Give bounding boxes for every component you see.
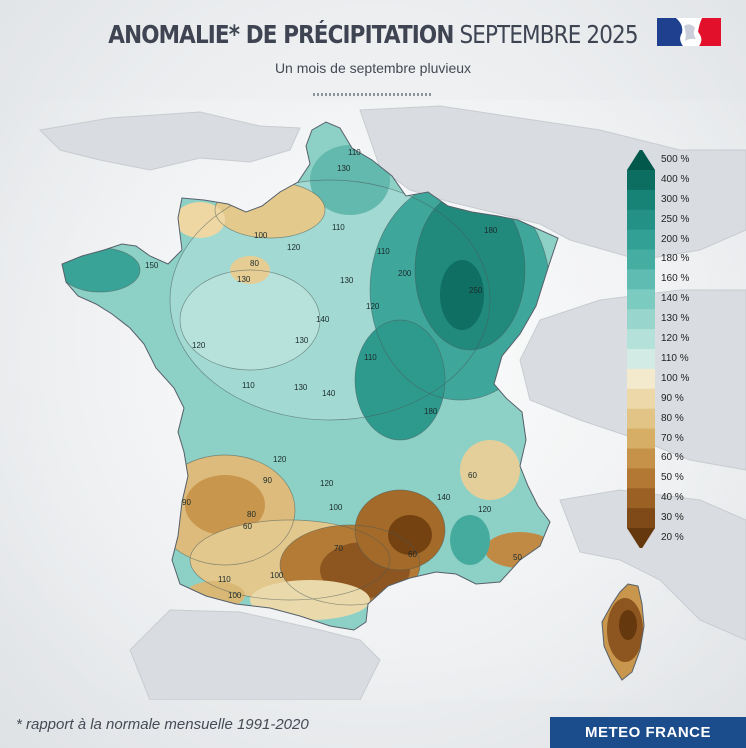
contour-label: 110 [348, 148, 361, 157]
contour-label: 110 [242, 381, 255, 390]
legend-swatch [627, 209, 655, 231]
contour-label: 130 [340, 276, 354, 285]
contour-label: 140 [316, 315, 330, 324]
legend-swatch [627, 169, 655, 191]
title-period: SEPTEMBRE 2025 [459, 20, 638, 49]
contour-label: 130 [294, 383, 308, 392]
legend-swatch [627, 249, 655, 270]
legend-label: 30 % [661, 512, 684, 524]
contour-label: 130 [295, 336, 309, 345]
contour-label: 200 [398, 269, 412, 278]
legend-label: 200 % [661, 233, 690, 245]
legend-label: 400 % [661, 173, 690, 185]
title-divider [313, 93, 431, 96]
contour-label: 120 [287, 243, 301, 252]
legend-label: 50 % [661, 472, 684, 484]
legend-swatch [627, 150, 655, 170]
legend-swatch [627, 488, 655, 509]
legend-label: 90 % [661, 392, 684, 404]
legend-label: 40 % [661, 492, 684, 504]
legend-label: 140 % [661, 293, 690, 305]
contour-label: 100 [254, 231, 268, 240]
legend-label: 250 % [661, 213, 690, 225]
legend-swatch [627, 289, 655, 310]
contour-label: 120 [320, 479, 334, 488]
contour-label: 60 [408, 550, 417, 559]
legend-swatch [627, 309, 655, 330]
contour-label: 130 [237, 275, 251, 284]
contour-label: 60 [468, 471, 477, 480]
legend-label: 80 % [661, 412, 684, 424]
legend-swatch [627, 448, 655, 469]
legend-label: 20 % [661, 532, 684, 543]
contour-label: 120 [366, 302, 380, 311]
legend-label: 110 % [661, 352, 689, 364]
legend-swatch [627, 329, 655, 350]
legend-label: 70 % [661, 432, 684, 444]
contour-labels: 110 130 100 110 120 80 130 130 110 120 130 140 200 18… [145, 148, 522, 600]
contour-label: 70 [334, 544, 343, 553]
contour-label: 250 [469, 286, 483, 295]
legend-swatch [627, 388, 655, 410]
legend-label: 500 % [661, 154, 690, 165]
legend-swatch [627, 528, 655, 548]
legend-swatch [627, 468, 655, 489]
contour-label: 180 [424, 407, 438, 416]
normal-reference-footnote: * rapport à la normale mensuelle 1991-20… [16, 716, 309, 733]
contour-label: 80 [250, 259, 259, 268]
contour-label: 180 [484, 226, 498, 235]
contour-label: 60 [243, 522, 252, 531]
legend-label: 60 % [661, 452, 684, 464]
contour-label: 90 [263, 476, 272, 485]
contour-label: 90 [182, 498, 191, 507]
contour-label: 120 [273, 455, 287, 464]
legend-label: 120 % [661, 333, 690, 345]
legend-swatch [627, 428, 655, 449]
corsica-outline [601, 583, 645, 681]
color-scale-legend [627, 150, 655, 548]
contour-label: 110 [218, 575, 231, 584]
contour-label: 50 [513, 553, 522, 562]
map-title: ANOMALIE* DE PRÉCIPITATION SEPTEMBRE 202… [52, 20, 694, 49]
meteo-france-brand: METEO FRANCE [550, 717, 746, 748]
contour-label: 120 [478, 505, 492, 514]
legend-label: 180 % [661, 253, 690, 265]
legend-swatch [627, 269, 655, 290]
legend-label: 100 % [661, 372, 690, 384]
contour-label: 100 [329, 503, 343, 512]
legend-label: 130 % [661, 313, 690, 325]
contour-label: 140 [322, 389, 336, 398]
contour-label: 110 [364, 353, 377, 362]
legend-swatch [627, 368, 655, 390]
contour-label: 100 [270, 571, 284, 580]
contour-label: 110 [332, 223, 345, 232]
republique-francaise-logo [657, 18, 721, 46]
contour-label: 120 [192, 341, 206, 350]
contour-label: 110 [377, 247, 390, 256]
legend-swatch [627, 349, 655, 370]
neighbouring-countries [38, 105, 746, 700]
map-subtitle: Un mois de septembre pluvieux [274, 60, 472, 76]
contour-label: 150 [145, 261, 159, 270]
legend-swatch [627, 408, 655, 430]
legend-label: 300 % [661, 193, 690, 205]
precipitation-map: 110 130 100 110 120 80 130 130 110 120 130 140 200 18… [0, 100, 746, 700]
legend-swatch [627, 189, 655, 211]
contour-label: 130 [337, 164, 351, 173]
contour-label: 140 [437, 493, 451, 502]
contour-label: 100 [228, 591, 242, 600]
legend-swatch [627, 508, 655, 529]
contour-label: 80 [247, 510, 256, 519]
france-outline [61, 121, 559, 631]
legend-swatch [627, 229, 655, 251]
legend-label: 160 % [661, 273, 690, 285]
title-main: ANOMALIE* DE PRÉCIPITATION [108, 20, 454, 49]
